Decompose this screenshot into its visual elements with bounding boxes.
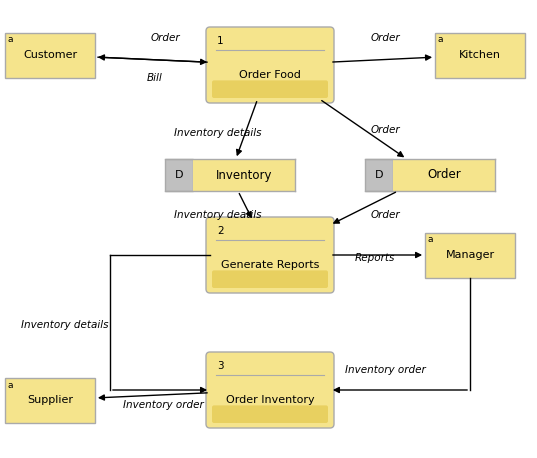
Text: Order Inventory: Order Inventory <box>226 394 314 404</box>
Text: Generate Reports: Generate Reports <box>221 260 319 269</box>
Text: a: a <box>8 36 13 44</box>
Text: a: a <box>428 235 433 245</box>
Text: D: D <box>375 170 383 180</box>
Text: Inventory: Inventory <box>216 169 272 181</box>
Text: Kitchen: Kitchen <box>459 50 501 60</box>
Text: Order: Order <box>370 210 400 220</box>
FancyBboxPatch shape <box>206 217 334 293</box>
Text: Order Food: Order Food <box>239 70 301 80</box>
Text: Manager: Manager <box>445 250 495 260</box>
Text: Customer: Customer <box>23 50 77 60</box>
Text: Inventory details: Inventory details <box>174 128 262 138</box>
FancyBboxPatch shape <box>435 33 525 77</box>
FancyBboxPatch shape <box>212 405 328 423</box>
FancyBboxPatch shape <box>5 377 95 422</box>
Text: Order: Order <box>370 125 400 135</box>
Bar <box>165 159 193 191</box>
Text: a: a <box>438 36 444 44</box>
Bar <box>193 159 295 191</box>
FancyBboxPatch shape <box>5 33 95 77</box>
Text: Order: Order <box>150 33 180 43</box>
FancyBboxPatch shape <box>212 81 328 98</box>
Text: D: D <box>175 170 183 180</box>
Text: 3: 3 <box>217 360 223 371</box>
Text: Order: Order <box>370 33 400 43</box>
Text: Bill: Bill <box>147 73 163 83</box>
Text: Reports: Reports <box>355 253 395 263</box>
Bar <box>365 159 393 191</box>
Text: Inventory order: Inventory order <box>122 400 204 410</box>
FancyBboxPatch shape <box>206 352 334 428</box>
Text: Supplier: Supplier <box>27 395 73 405</box>
Text: 2: 2 <box>217 225 223 235</box>
Bar <box>393 159 495 191</box>
FancyBboxPatch shape <box>206 27 334 103</box>
Text: Inventory deatils: Inventory deatils <box>174 210 262 220</box>
Text: Order: Order <box>427 169 461 181</box>
Text: Inventory order: Inventory order <box>345 365 425 375</box>
Text: a: a <box>8 381 13 389</box>
Text: 1: 1 <box>217 36 223 45</box>
FancyBboxPatch shape <box>212 270 328 288</box>
Text: Inventory details: Inventory details <box>21 320 109 330</box>
FancyBboxPatch shape <box>425 233 515 278</box>
